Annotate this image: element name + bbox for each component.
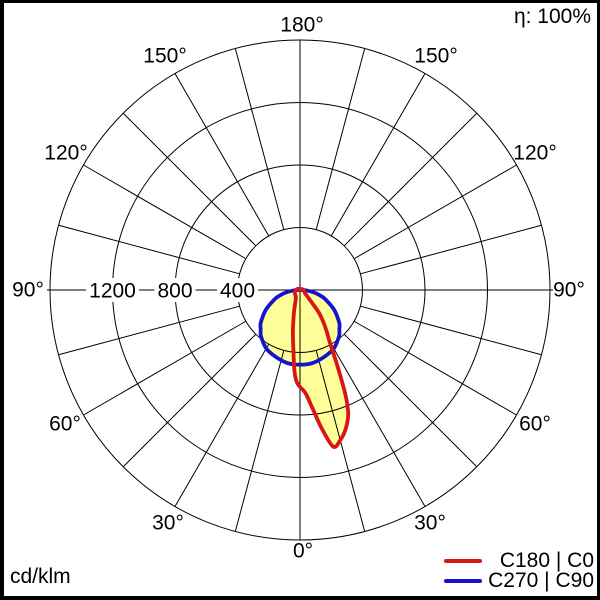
angle-label-0deg: 0° bbox=[293, 540, 313, 563]
grid-spoke-225 bbox=[122, 112, 257, 247]
grid-spoke-120 bbox=[353, 164, 517, 260]
angle-label-120deg-right: 120° bbox=[513, 142, 556, 165]
grid-spoke-240 bbox=[83, 164, 247, 260]
grid-spoke-210 bbox=[174, 73, 270, 237]
legend: C180 | C0 C270 | C90 bbox=[444, 549, 594, 592]
ring-label-mask-1200 bbox=[86, 278, 139, 302]
grid-spoke-330 bbox=[174, 343, 270, 507]
legend-line-red-icon bbox=[444, 559, 482, 563]
angle-label-90deg-left: 90° bbox=[12, 279, 44, 302]
grid-spoke-315 bbox=[122, 333, 257, 468]
grid-spoke-105 bbox=[360, 224, 542, 275]
grid-spoke-30 bbox=[330, 343, 426, 507]
grid-spoke-300 bbox=[83, 320, 247, 416]
ring-label-mask-400 bbox=[216, 278, 259, 302]
angle-label-150deg-left: 150° bbox=[143, 45, 186, 68]
legend-label-c180-c0: C180 | C0 bbox=[499, 549, 594, 572]
grid-spoke-165 bbox=[315, 48, 366, 230]
ring-label-mask-800 bbox=[154, 278, 196, 302]
angle-label-30deg-right: 30° bbox=[414, 512, 446, 535]
angle-label-120deg-left: 120° bbox=[44, 142, 87, 165]
grid-spoke-135 bbox=[343, 112, 478, 247]
legend-line-blue-icon bbox=[444, 579, 482, 583]
legend-item-c180-c0: C180 | C0 bbox=[444, 549, 594, 572]
angle-label-180deg: 180° bbox=[280, 14, 323, 37]
angle-label-60deg-left: 60° bbox=[49, 413, 81, 436]
grid-spoke-45 bbox=[343, 333, 478, 468]
distribution-curve-C270-C90 bbox=[258, 288, 342, 367]
grid-spoke-60 bbox=[353, 320, 517, 416]
legend-item-c270-c90: C270 | C90 bbox=[444, 569, 594, 592]
distribution-curve-C180-C0 bbox=[291, 286, 351, 449]
grid-spoke-195 bbox=[234, 48, 285, 230]
angle-label-60deg-right: 60° bbox=[519, 413, 551, 436]
angle-label-150deg-right: 150° bbox=[414, 45, 457, 68]
grid-spoke-345 bbox=[234, 350, 285, 532]
grid-spoke-255 bbox=[58, 224, 240, 275]
angle-label-90deg-right: 90° bbox=[553, 279, 585, 302]
efficiency-label: η: 100% bbox=[513, 5, 591, 28]
grid-spoke-285 bbox=[58, 305, 240, 356]
unit-label: cd/klm bbox=[10, 565, 71, 588]
ring-label-400: 400 bbox=[220, 280, 255, 303]
ring-label-1200: 1200 bbox=[89, 280, 136, 303]
angle-label-30deg-left: 30° bbox=[152, 512, 184, 535]
grid-spoke-75 bbox=[360, 305, 542, 356]
grid-spoke-150 bbox=[330, 73, 426, 237]
legend-label-c270-c90: C270 | C90 bbox=[488, 569, 594, 592]
ring-label-800: 800 bbox=[157, 280, 192, 303]
